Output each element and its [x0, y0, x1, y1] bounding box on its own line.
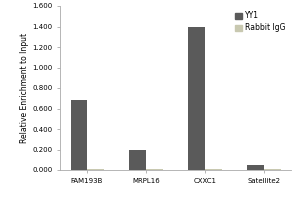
Bar — [130, 150, 146, 170]
Bar — [146, 169, 163, 170]
Bar — [87, 169, 104, 170]
Bar — [264, 169, 280, 170]
Bar — [205, 169, 221, 170]
Bar — [188, 26, 205, 170]
Bar — [248, 165, 264, 170]
Legend: YY1, Rabbit IgG: YY1, Rabbit IgG — [234, 10, 287, 34]
Bar — [70, 100, 87, 170]
Y-axis label: Relative Enrichment to Input: Relative Enrichment to Input — [20, 33, 29, 143]
